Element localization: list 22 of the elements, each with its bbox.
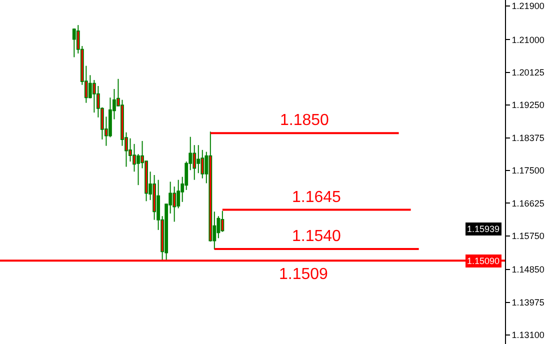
y-tick-label: 1.21000 bbox=[512, 34, 544, 45]
candlestick bbox=[136, 154, 140, 186]
y-tick-label: 1.18375 bbox=[512, 132, 544, 143]
ref-line-label: 1.1509 bbox=[279, 266, 328, 283]
series-label: 1.1540 bbox=[292, 228, 342, 245]
y-tick-label: 1.21900 bbox=[512, 1, 544, 12]
y-tick-label: 1.14850 bbox=[512, 264, 544, 275]
series-label: 1.1645 bbox=[292, 189, 342, 206]
candlestick bbox=[72, 28, 76, 58]
candlestick bbox=[92, 80, 96, 114]
y-tick-label: 1.19250 bbox=[512, 100, 544, 110]
y-tick-label: 1.16625 bbox=[512, 198, 544, 208]
candlestick bbox=[196, 144, 200, 174]
y-tick-label: 1.13100 bbox=[512, 330, 544, 340]
annotation: 1.15090 bbox=[467, 256, 500, 266]
y-tick-label: 1.13975 bbox=[512, 297, 544, 308]
candlestick bbox=[200, 149, 204, 179]
y-tick-label: 1.15750 bbox=[512, 231, 544, 242]
y-tick-label: 1.20125 bbox=[512, 68, 544, 78]
annotation: 1.15939 bbox=[467, 224, 500, 234]
series-label: 1.1850 bbox=[280, 112, 330, 129]
y-tick-label: 1.17500 bbox=[512, 166, 544, 176]
